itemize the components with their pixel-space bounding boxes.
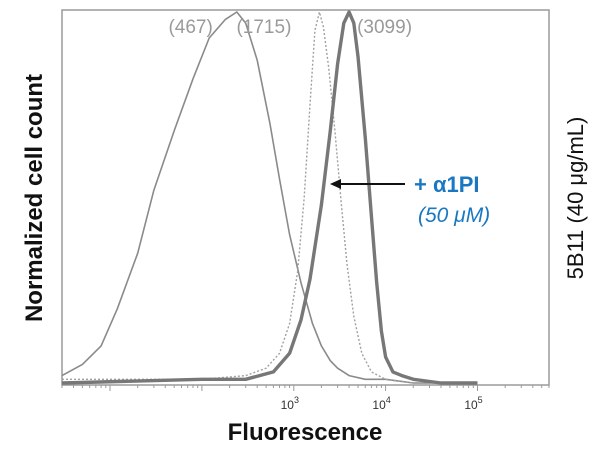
tick-layer: 103 104 105 bbox=[61, 385, 550, 412]
series-line-1 bbox=[61, 11, 450, 384]
annotation: + α1PI (50 μM) bbox=[330, 172, 490, 227]
x-tick-label: 104 bbox=[372, 395, 390, 412]
x-tick-label: 105 bbox=[464, 395, 482, 412]
right-side-label: 5B11 (40 μg/mL) bbox=[563, 117, 588, 280]
x-tick-label: 103 bbox=[281, 395, 299, 412]
plot-frame bbox=[61, 9, 550, 386]
peak-label-2: (1715) bbox=[236, 17, 291, 38]
annotation-concentration: (50 μM) bbox=[418, 204, 490, 227]
annotation-treatment: + α1PI bbox=[414, 172, 480, 197]
y-axis-label: Normalized cell count bbox=[21, 74, 48, 322]
x-axis-label: Fluorescence bbox=[228, 419, 383, 446]
series-layer bbox=[61, 10, 478, 385]
peak-label-layer: (467) (1715) (3099) bbox=[168, 17, 412, 38]
peak-label-3: (3099) bbox=[357, 17, 412, 38]
series-line-2 bbox=[62, 11, 414, 384]
annotation-arrowhead-icon bbox=[330, 179, 341, 189]
peak-label-1: (467) bbox=[168, 17, 212, 38]
series-line-3 bbox=[61, 10, 478, 385]
